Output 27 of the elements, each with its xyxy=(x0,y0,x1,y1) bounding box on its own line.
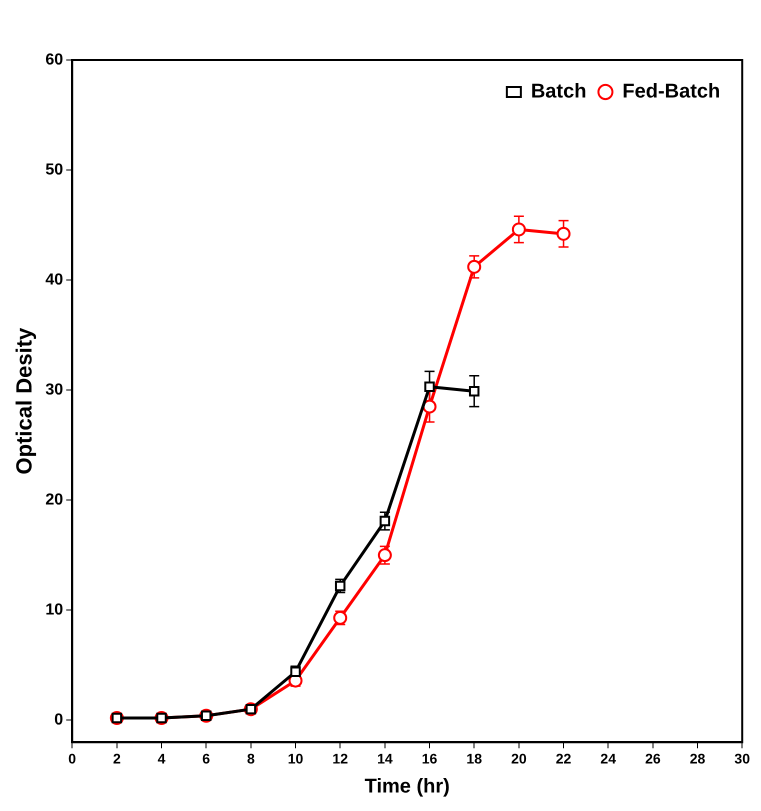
y-tick-label: 50 xyxy=(45,161,64,178)
y-tick-label: 60 xyxy=(45,51,64,68)
x-tick-label: 4 xyxy=(158,750,166,766)
x-tick-label: 20 xyxy=(511,750,527,766)
x-tick-label: 0 xyxy=(68,750,76,766)
x-tick-label: 22 xyxy=(556,750,572,766)
y-tick-label: 30 xyxy=(45,382,64,399)
legend-label: Batch xyxy=(530,80,586,103)
x-tick-label: 26 xyxy=(645,750,661,766)
x-tick-label: 12 xyxy=(332,750,348,766)
y-tick-label: 40 xyxy=(45,271,64,288)
x-tick-label: 2 xyxy=(112,750,121,766)
x-tick-label: 28 xyxy=(690,750,706,766)
x-tick-label: 16 xyxy=(422,750,438,766)
x-tick-label: 6 xyxy=(202,750,210,766)
x-axis-title: Time (hr) xyxy=(364,776,450,798)
legend-label: Fed-Batch xyxy=(622,80,720,103)
y-tick-label: 20 xyxy=(45,492,64,509)
y-axis-title: Optical Desity xyxy=(11,326,36,474)
x-tick-label: 14 xyxy=(377,750,393,766)
y-tick-label: 10 xyxy=(45,602,64,619)
x-tick-label: 8 xyxy=(246,750,255,766)
x-tick-label: 30 xyxy=(734,750,750,766)
x-tick-label: 18 xyxy=(466,750,482,766)
y-tick-label: 0 xyxy=(54,712,64,729)
x-tick-label: 24 xyxy=(600,750,616,766)
x-tick-label: 10 xyxy=(288,750,304,766)
